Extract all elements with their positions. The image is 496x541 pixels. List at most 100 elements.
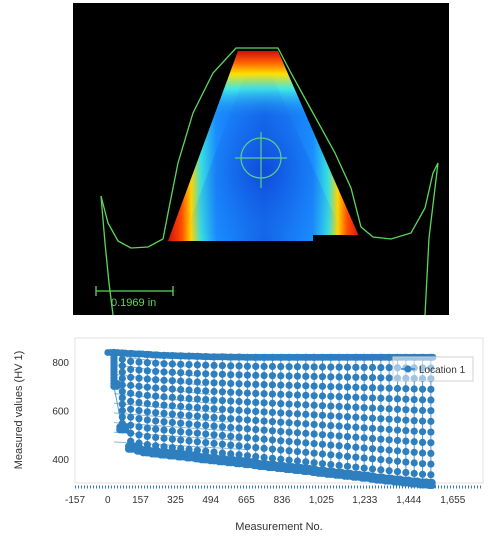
data-point bbox=[202, 430, 210, 438]
data-point bbox=[127, 397, 135, 405]
data-point bbox=[260, 390, 268, 398]
data-point bbox=[218, 449, 226, 457]
data-point bbox=[418, 406, 427, 415]
data-point bbox=[343, 383, 352, 391]
data-point bbox=[385, 415, 393, 423]
data-point bbox=[152, 384, 160, 392]
data-point bbox=[418, 396, 427, 404]
data-point bbox=[360, 383, 368, 392]
data-point bbox=[360, 464, 368, 472]
data-point bbox=[218, 423, 226, 431]
data-point bbox=[343, 452, 352, 461]
data-point bbox=[393, 436, 402, 445]
data-point bbox=[402, 385, 410, 393]
y-tick-label: 400 bbox=[52, 455, 69, 466]
data-point bbox=[393, 416, 402, 424]
data-point bbox=[410, 417, 418, 425]
data-point bbox=[335, 402, 343, 411]
data-point bbox=[427, 460, 435, 468]
data-point bbox=[335, 363, 343, 371]
data-point bbox=[377, 415, 385, 423]
data-point bbox=[235, 397, 243, 406]
data-point bbox=[335, 442, 343, 450]
data-point bbox=[193, 369, 201, 378]
data-point bbox=[418, 460, 427, 468]
data-point bbox=[385, 467, 393, 475]
data-point bbox=[410, 438, 418, 446]
data-point bbox=[368, 384, 377, 392]
data-point bbox=[335, 461, 343, 470]
data-point bbox=[310, 372, 318, 381]
data-point bbox=[168, 418, 176, 427]
data-point bbox=[427, 407, 435, 415]
data-point bbox=[210, 361, 218, 370]
scale-bar bbox=[95, 286, 174, 296]
data-point bbox=[227, 450, 235, 458]
data-point bbox=[377, 445, 385, 454]
data-point bbox=[193, 429, 201, 437]
data-point bbox=[327, 373, 335, 381]
data-point bbox=[227, 362, 235, 370]
data-point bbox=[385, 425, 393, 434]
data-point bbox=[210, 439, 218, 448]
data-point bbox=[227, 388, 235, 396]
data-point bbox=[177, 385, 185, 394]
data-point bbox=[143, 359, 151, 367]
data-point bbox=[418, 417, 427, 425]
data-point bbox=[210, 448, 218, 456]
data-point bbox=[235, 362, 243, 370]
data-point bbox=[127, 365, 135, 374]
data-point bbox=[335, 452, 343, 460]
data-point bbox=[310, 459, 318, 467]
data-point bbox=[143, 408, 151, 416]
data-point bbox=[268, 427, 277, 435]
data-point bbox=[285, 400, 293, 408]
data-point bbox=[327, 451, 335, 459]
data-point bbox=[385, 394, 393, 403]
data-point bbox=[152, 359, 160, 367]
data-point bbox=[252, 380, 260, 388]
data-point bbox=[177, 411, 185, 419]
data-point bbox=[135, 390, 143, 399]
data-point bbox=[368, 424, 377, 432]
data-point bbox=[360, 394, 368, 402]
data-point bbox=[260, 381, 268, 389]
data-point bbox=[243, 425, 252, 433]
data-point bbox=[135, 374, 143, 382]
profile-outline bbox=[100, 47, 439, 315]
axes: -157 0 157 325 494 665 836 1,025 1,233 1,444 1,655… bbox=[52, 358, 483, 506]
data-point bbox=[277, 409, 285, 417]
data-point bbox=[160, 393, 168, 401]
data-point bbox=[260, 362, 268, 371]
data-point bbox=[318, 402, 327, 410]
data-point bbox=[368, 455, 377, 463]
data-point bbox=[185, 437, 193, 445]
data-point bbox=[168, 393, 176, 402]
data-point bbox=[343, 373, 352, 381]
data-point bbox=[343, 423, 352, 431]
data-point bbox=[285, 372, 293, 380]
data-point bbox=[427, 439, 435, 447]
data-point bbox=[385, 456, 393, 465]
data-point bbox=[268, 399, 277, 407]
data-point bbox=[185, 369, 193, 377]
chart-svg: -157 0 157 325 494 665 836 1,025 1,233 1,444 1,655… bbox=[13, 337, 484, 533]
data-point bbox=[252, 416, 260, 425]
data-point bbox=[152, 425, 160, 433]
data-point bbox=[218, 431, 226, 440]
legend-label-location-1: Location 1 bbox=[419, 365, 466, 376]
data-point bbox=[177, 444, 185, 453]
data-point bbox=[310, 392, 318, 400]
data-point bbox=[227, 397, 235, 405]
data-point bbox=[352, 423, 360, 431]
data-point bbox=[402, 437, 410, 445]
data-point bbox=[318, 411, 327, 419]
data-point bbox=[302, 372, 310, 380]
legend[interactable]: Location 1 bbox=[392, 356, 474, 382]
data-point bbox=[268, 372, 277, 380]
data-point bbox=[268, 454, 277, 462]
data-point bbox=[285, 447, 293, 455]
y-tick-label: 600 bbox=[52, 407, 69, 418]
series-line-segment bbox=[113, 431, 242, 441]
data-point bbox=[177, 436, 185, 444]
